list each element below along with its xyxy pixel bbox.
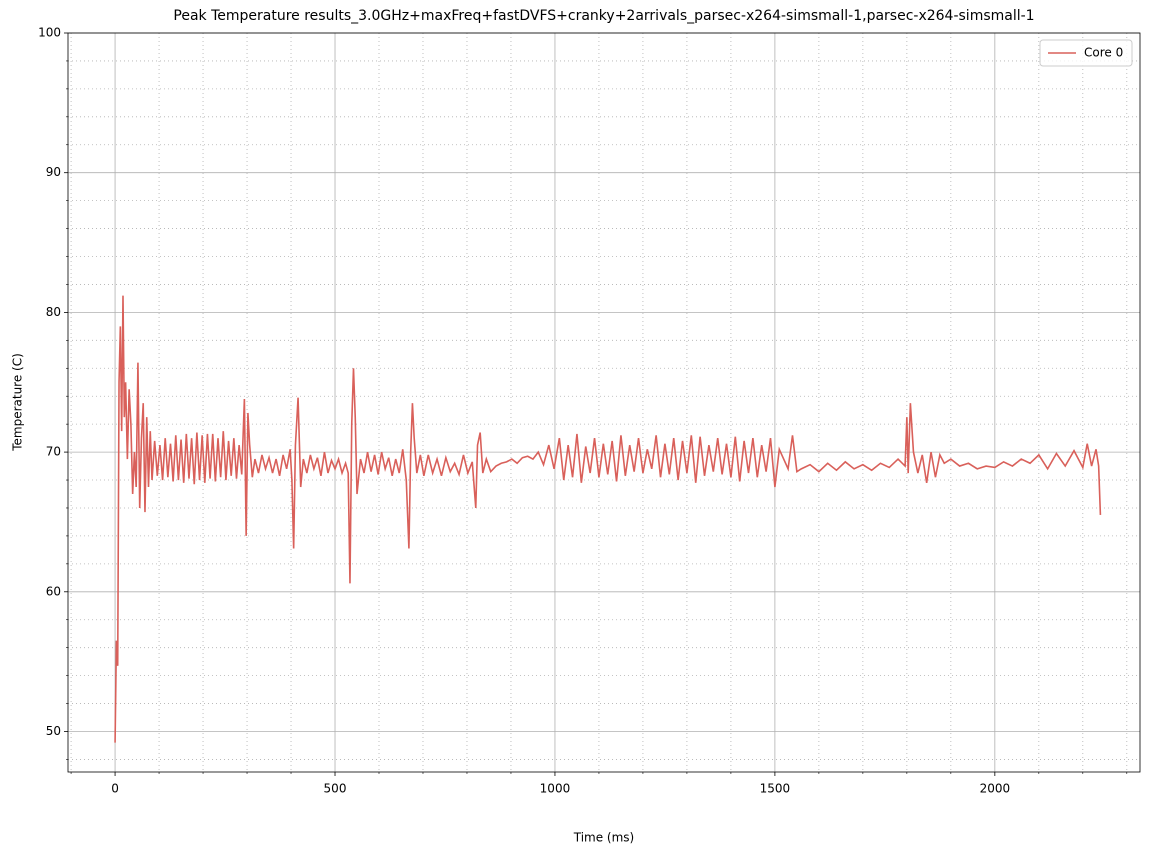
y-axis-label: Temperature (C) [11,353,25,452]
y-tick-label: 50 [46,724,61,738]
legend-label: Core 0 [1084,46,1123,60]
data-line [114,295,1102,743]
y-tick-label: 70 [46,445,61,459]
y-tick-label: 80 [46,305,61,319]
x-tick-label: 0 [111,782,119,796]
y-tick-label: 100 [38,26,61,40]
x-tick-label: 2000 [980,782,1011,796]
y-tick-label: 60 [46,584,61,598]
x-tick-label: 1500 [760,782,791,796]
x-axis-label: Time (ms) [573,831,635,845]
chart-title: Peak Temperature results_3.0GHz+maxFreq+… [173,8,1034,24]
legend-box [1039,39,1133,67]
x-tick-label: 1000 [540,782,571,796]
plot-frame [67,32,1141,773]
y-tick-label: 90 [46,165,61,179]
x-tick-label: 500 [324,782,347,796]
